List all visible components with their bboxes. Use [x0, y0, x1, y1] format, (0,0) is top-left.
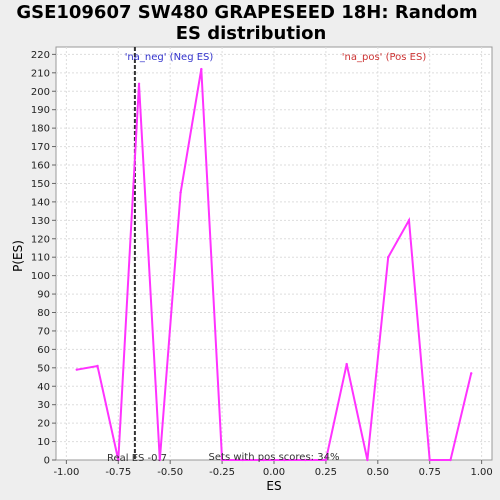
y-tick-label: 80 — [37, 308, 50, 319]
series-point — [117, 458, 120, 462]
series-point — [179, 191, 182, 194]
series-point — [386, 255, 390, 259]
x-axis-label: ES — [266, 479, 281, 493]
y-tick-label: 150 — [31, 179, 50, 190]
series-point — [158, 458, 162, 462]
series-point — [470, 372, 473, 375]
x-axis: -1.00 -0.75 -0.50 -0.25 0.00 0.25 0.50 0.75 1.00 — [53, 460, 493, 478]
series-point — [241, 458, 245, 462]
y-tick-label: 220 — [31, 50, 50, 61]
pos-es-annotation: 'na_pos' (Pos ES) — [342, 52, 427, 63]
y-tick-label: 190 — [31, 105, 50, 116]
y-tick-label: 0 — [44, 456, 50, 467]
series-points — [75, 67, 473, 462]
real-es-annotation: Real ES -0.7 — [107, 453, 167, 464]
neg-es-annotation: 'na_neg' (Neg ES) — [125, 52, 214, 63]
series-point — [137, 82, 141, 86]
y-tick-label: 130 — [31, 216, 50, 227]
x-tick-label: -1.00 — [53, 467, 79, 478]
y-tick-label: 210 — [31, 68, 50, 79]
y-tick-label: 50 — [37, 363, 50, 374]
y-tick-label: 30 — [37, 400, 50, 411]
series-point — [220, 458, 224, 462]
y-tick-label: 120 — [31, 234, 50, 245]
series-point — [366, 458, 369, 462]
pos-scores-annotation: Sets with pos scores: 34% — [209, 452, 340, 463]
x-tick-label: 0.25 — [315, 467, 337, 478]
series-point — [283, 458, 286, 462]
x-tick-label: 1.00 — [470, 467, 492, 478]
y-axis: 0 10 20 30 40 50 60 70 80 90 100 110 120 130 140 150 160… — [31, 50, 56, 467]
series-point — [324, 458, 328, 462]
series-point — [303, 458, 307, 462]
x-tick-label: -0.50 — [157, 467, 183, 478]
y-tick-label: 160 — [31, 161, 50, 172]
y-tick-label: 200 — [31, 87, 50, 98]
y-tick-label: 180 — [31, 124, 50, 135]
series-point — [200, 67, 203, 71]
chart-title-line2: ES distribution — [176, 23, 327, 44]
x-tick-label: -0.25 — [209, 467, 235, 478]
series-point — [449, 458, 452, 462]
series-point — [428, 458, 431, 462]
y-tick-label: 60 — [37, 345, 50, 356]
y-tick-label: 40 — [37, 382, 50, 393]
x-tick-label: 0.75 — [419, 467, 441, 478]
y-axis-label: P(ES) — [11, 240, 25, 272]
series-point — [345, 362, 348, 366]
y-tick-label: 90 — [37, 290, 50, 301]
series-point — [262, 458, 265, 462]
y-tick-label: 110 — [31, 253, 50, 264]
x-tick-label: 0.00 — [263, 467, 285, 478]
y-tick-label: 140 — [31, 197, 50, 208]
series-point — [75, 368, 78, 371]
series-point — [407, 219, 411, 222]
y-tick-label: 70 — [37, 326, 50, 337]
x-tick-label: -0.75 — [105, 467, 131, 478]
y-tick-label: 170 — [31, 142, 50, 153]
chart-title-line1: GSE109607 SW480 GRAPESEED 18H: Random — [16, 2, 477, 23]
y-tick-label: 20 — [37, 419, 50, 430]
y-tick-label: 100 — [31, 271, 50, 282]
x-tick-label: 0.50 — [367, 467, 389, 478]
y-tick-label: 10 — [37, 437, 50, 448]
es-series-line — [76, 68, 473, 461]
series-point — [96, 364, 99, 368]
